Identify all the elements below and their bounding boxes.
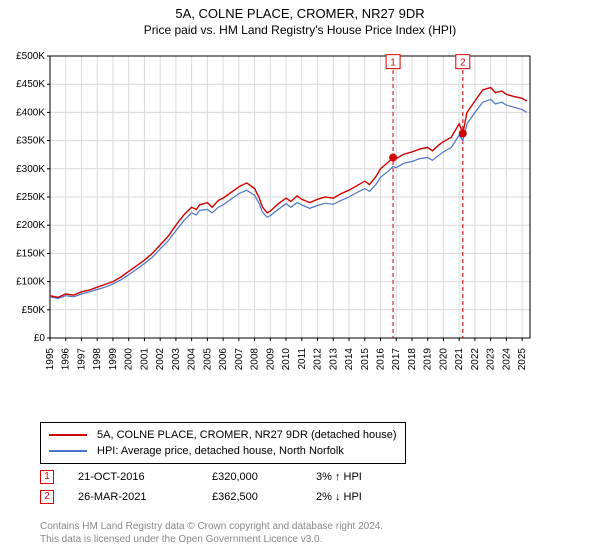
svg-text:2002: 2002 <box>155 348 166 371</box>
footer-line: This data is licensed under the Open Gov… <box>40 533 383 546</box>
marker-badge: 1 <box>40 470 54 484</box>
svg-text:2018: 2018 <box>407 348 418 371</box>
svg-text:2016: 2016 <box>375 348 386 371</box>
sale-pct: 2% ↓ HPI <box>316 491 406 503</box>
svg-text:1996: 1996 <box>61 348 72 371</box>
svg-text:1999: 1999 <box>108 348 119 371</box>
svg-text:2: 2 <box>460 58 466 69</box>
svg-text:2024: 2024 <box>501 348 512 371</box>
legend-swatch <box>49 450 87 452</box>
svg-text:2006: 2006 <box>218 348 229 371</box>
chart-area: £0 £50K £100K £150K £200K £250K £300K £350K £400… <box>0 48 600 418</box>
svg-text:1995: 1995 <box>45 348 56 371</box>
svg-text:2010: 2010 <box>281 348 292 371</box>
svg-text:£300K: £300K <box>16 164 45 175</box>
svg-text:2011: 2011 <box>297 348 308 370</box>
svg-text:1998: 1998 <box>92 348 103 371</box>
svg-text:2004: 2004 <box>187 348 198 371</box>
legend-label: 5A, COLNE PLACE, CROMER, NR27 9DR (detac… <box>97 427 397 443</box>
svg-text:£200K: £200K <box>16 220 45 231</box>
svg-text:2007: 2007 <box>234 348 245 371</box>
svg-text:2020: 2020 <box>438 348 449 371</box>
sale-price: £320,000 <box>212 471 292 483</box>
table-row: 1 21-OCT-2016 £320,000 3% ↑ HPI <box>40 470 406 484</box>
svg-text:£50K: £50K <box>22 305 46 316</box>
svg-text:£100K: £100K <box>16 277 45 288</box>
svg-text:2025: 2025 <box>517 348 528 371</box>
legend-label: HPI: Average price, detached house, Nort… <box>97 443 344 459</box>
legend-swatch <box>49 434 87 436</box>
svg-text:£350K: £350K <box>16 136 45 147</box>
svg-text:£400K: £400K <box>16 107 45 118</box>
svg-text:£150K: £150K <box>16 248 45 259</box>
legend-item: 5A, COLNE PLACE, CROMER, NR27 9DR (detac… <box>49 427 397 443</box>
svg-text:2008: 2008 <box>250 348 261 371</box>
footer-line: Contains HM Land Registry data © Crown c… <box>40 520 383 533</box>
chart-subtitle: Price paid vs. HM Land Registry's House … <box>0 21 600 37</box>
svg-text:2019: 2019 <box>423 348 434 371</box>
svg-text:2000: 2000 <box>124 348 135 371</box>
sale-date: 26-MAR-2021 <box>78 491 188 503</box>
svg-text:£450K: £450K <box>16 79 45 90</box>
svg-text:2015: 2015 <box>360 348 371 371</box>
svg-text:£500K: £500K <box>16 51 45 62</box>
footer-attribution: Contains HM Land Registry data © Crown c… <box>40 520 383 546</box>
svg-text:1997: 1997 <box>76 348 87 371</box>
svg-text:2021: 2021 <box>454 348 465 371</box>
legend-item: HPI: Average price, detached house, Nort… <box>49 443 397 459</box>
marker-badge: 2 <box>40 490 54 504</box>
svg-text:2003: 2003 <box>171 348 182 371</box>
svg-text:2023: 2023 <box>486 348 497 371</box>
svg-text:1: 1 <box>390 58 396 69</box>
svg-text:2009: 2009 <box>265 348 276 371</box>
sale-price: £362,500 <box>212 491 292 503</box>
sale-date: 21-OCT-2016 <box>78 471 188 483</box>
legend: 5A, COLNE PLACE, CROMER, NR27 9DR (detac… <box>40 422 406 464</box>
svg-text:£250K: £250K <box>16 192 45 203</box>
svg-text:2022: 2022 <box>470 348 481 371</box>
svg-text:2014: 2014 <box>344 348 355 371</box>
sales-table: 1 21-OCT-2016 £320,000 3% ↑ HPI 2 26-MAR… <box>40 464 406 504</box>
svg-text:2001: 2001 <box>139 348 150 371</box>
svg-text:2005: 2005 <box>202 348 213 371</box>
svg-text:2013: 2013 <box>328 348 339 371</box>
chart-title: 5A, COLNE PLACE, CROMER, NR27 9DR <box>0 0 600 21</box>
sale-pct: 3% ↑ HPI <box>316 471 406 483</box>
table-row: 2 26-MAR-2021 £362,500 2% ↓ HPI <box>40 490 406 504</box>
svg-text:2012: 2012 <box>313 348 324 371</box>
svg-text:£0: £0 <box>34 333 46 344</box>
svg-text:2017: 2017 <box>391 348 402 371</box>
